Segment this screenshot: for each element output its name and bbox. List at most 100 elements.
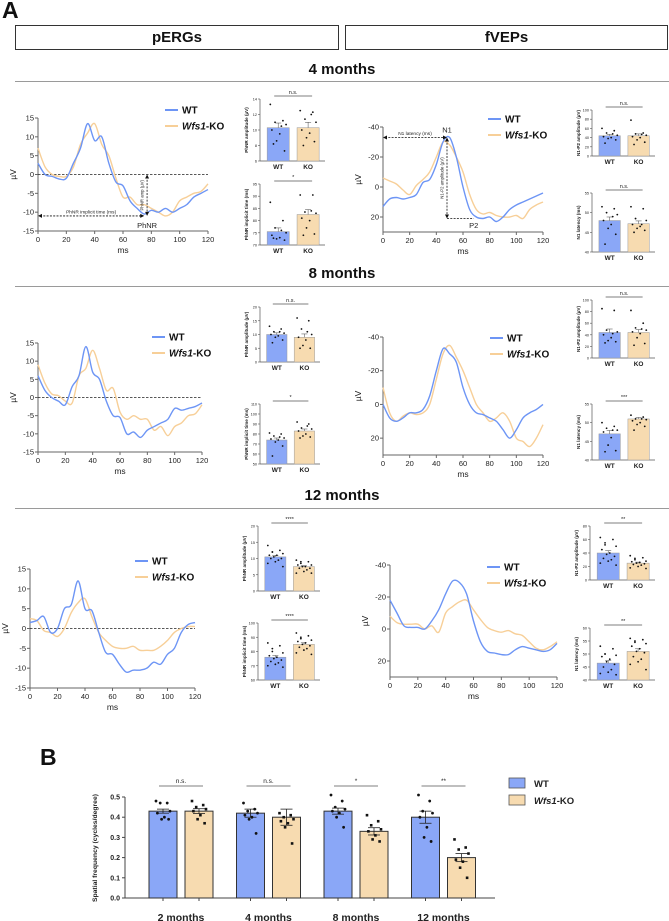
data-point <box>630 414 632 417</box>
data-point <box>272 435 275 437</box>
bar-chart-small: 55 50 45 40 N1 latency (ms) WT KO n.s. <box>576 184 655 262</box>
data-point <box>634 641 636 644</box>
section-divider <box>15 286 669 287</box>
annotation-label: N1 latency (ms) <box>398 131 432 137</box>
data-point <box>632 563 635 566</box>
y-tick-label: 60 <box>583 538 587 542</box>
data-point <box>302 435 304 437</box>
data-point <box>608 658 611 661</box>
significance-label: * <box>355 778 358 785</box>
group-label: KO <box>634 159 644 166</box>
ko-bar <box>293 430 315 465</box>
data-point <box>266 664 269 667</box>
x-tick-label: 0 <box>381 459 385 468</box>
ko-bar <box>627 332 650 359</box>
y-axis-label: PhNR amplitude (µV) <box>244 107 249 153</box>
data-point <box>275 656 278 659</box>
group-label: WT <box>605 255 615 262</box>
data-point <box>278 330 281 333</box>
data-point <box>270 234 273 237</box>
data-point <box>304 339 307 341</box>
ko-bar <box>296 214 320 246</box>
x-tick-label: 80 <box>147 235 155 244</box>
data-point <box>272 143 275 145</box>
x-tick-label: 20 <box>414 681 422 690</box>
y-tick-label: 100 <box>583 299 589 303</box>
y-axis-label: N1 latency (ms) <box>576 205 581 239</box>
arrowhead-icon <box>140 213 145 218</box>
data-point <box>629 554 632 557</box>
data-point <box>614 139 617 141</box>
data-point <box>614 449 617 452</box>
bar-chart-small: 20 15 10 5 0 PhNR amplitude (µV) WT KO n.s. <box>244 298 320 372</box>
x-tick-label: 60 <box>459 236 467 245</box>
legend-ko-gene: Wfs1 <box>182 122 206 133</box>
data-point <box>304 118 306 121</box>
arrowhead-icon <box>445 214 449 219</box>
y-tick-label: -10 <box>23 208 34 217</box>
data-point <box>376 819 380 823</box>
category-label: 8 months <box>333 912 380 921</box>
data-point <box>630 119 632 122</box>
y-tick-label: 5 <box>30 375 34 384</box>
y-tick-label: 15 <box>18 565 26 574</box>
data-point <box>461 860 465 863</box>
y-tick-label: 80 <box>585 310 589 314</box>
data-point <box>641 556 644 559</box>
wt-bar <box>598 433 621 461</box>
data-point <box>280 125 283 128</box>
data-point <box>310 333 313 336</box>
annotation-label: N1 <box>442 126 452 135</box>
legend-wt-label: WT <box>182 106 198 117</box>
data-point <box>638 647 641 650</box>
data-point <box>611 215 614 218</box>
wt-bar <box>596 552 620 581</box>
y-tick-label: 0 <box>30 170 34 179</box>
data-point <box>300 328 303 330</box>
data-point <box>643 342 646 345</box>
data-point <box>338 811 341 815</box>
legend-ko-label: Wfs1-KO <box>507 350 549 361</box>
data-point <box>283 150 286 152</box>
x-tick-label: 20 <box>405 459 413 468</box>
data-point <box>272 330 275 333</box>
group-label: WT <box>270 683 280 690</box>
legend-ko-gene: Wfs1 <box>152 573 176 584</box>
data-point <box>306 425 309 427</box>
data-point <box>374 834 377 837</box>
data-point <box>277 662 280 664</box>
data-point <box>418 815 422 819</box>
section-title-8-months: 8 months <box>308 265 376 282</box>
group-label: KO <box>633 683 643 690</box>
group-label: WT <box>605 159 615 166</box>
waveform-plot: -40 -20 0 20 0 20 40 60 80 100 120 ms µV WT Wfs1-KO <box>353 333 549 480</box>
y-tick-label: 20 <box>378 657 386 666</box>
data-point <box>637 565 639 568</box>
y-tick-label: -15 <box>23 448 34 457</box>
data-point <box>607 339 610 342</box>
legend-ko-gene: Wfs1 <box>169 349 193 360</box>
data-point <box>310 209 313 212</box>
y-tick-label: 0.3 <box>110 835 120 842</box>
data-point <box>299 347 301 350</box>
waveform-plot: -40 -20 0 20 0 20 40 60 80 100 120 ms µV N1 latency (… <box>353 115 549 257</box>
legend-wt-label: WT <box>504 563 520 574</box>
y-tick-label: 20 <box>585 345 589 349</box>
significance-label: n.s. <box>620 184 629 190</box>
y-axis-label: N1-P2 amplitude (µV) <box>576 110 581 157</box>
data-point <box>613 207 616 210</box>
y-tick-label: 45 <box>585 231 589 235</box>
data-point <box>305 227 308 229</box>
data-point <box>454 858 458 861</box>
y-tick-label: 10 <box>253 333 257 337</box>
wt-bar <box>148 810 178 899</box>
y-axis-label: N1 latency (ms) <box>576 415 581 449</box>
data-point <box>457 848 460 851</box>
data-point <box>250 815 254 819</box>
data-point <box>307 423 310 425</box>
data-point <box>307 319 310 322</box>
ko-bar <box>627 223 650 253</box>
data-point <box>615 564 617 567</box>
data-point <box>266 544 269 547</box>
y-tick-label: 0 <box>587 357 589 361</box>
